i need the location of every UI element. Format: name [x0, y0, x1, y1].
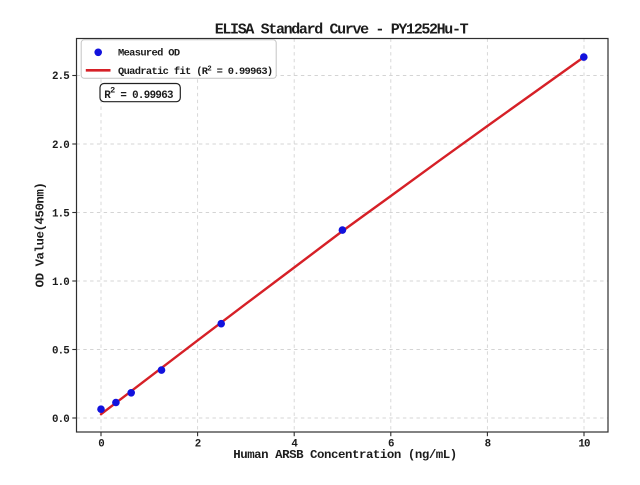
- svg-text:10: 10: [578, 438, 590, 450]
- svg-text:1.5: 1.5: [52, 209, 69, 221]
- svg-text:Quadratic fit (R2 = 0.99963): Quadratic fit (R2 = 0.99963): [118, 66, 273, 79]
- svg-text:ELISA Standard Curve - PY1252H: ELISA Standard Curve - PY1252Hu-T: [215, 21, 469, 38]
- svg-text:2: 2: [195, 438, 201, 450]
- svg-text:0.5: 0.5: [52, 346, 69, 358]
- svg-text:0: 0: [98, 438, 104, 450]
- svg-text:8: 8: [485, 438, 491, 450]
- svg-text:R2 = 0.99963: R2 = 0.99963: [104, 86, 173, 102]
- svg-text:OD Value(450nm): OD Value(450nm): [34, 183, 48, 288]
- svg-text:2.5: 2.5: [52, 71, 69, 83]
- svg-text:Measured OD: Measured OD: [118, 48, 180, 60]
- svg-text:6: 6: [388, 438, 394, 450]
- svg-text:1.0: 1.0: [52, 277, 69, 289]
- svg-text:2.0: 2.0: [52, 140, 69, 152]
- svg-text:4: 4: [291, 438, 298, 450]
- svg-text:0.0: 0.0: [52, 414, 69, 426]
- svg-text:Human ARSB Concentration (ng/m: Human ARSB Concentration (ng/mL): [233, 448, 457, 462]
